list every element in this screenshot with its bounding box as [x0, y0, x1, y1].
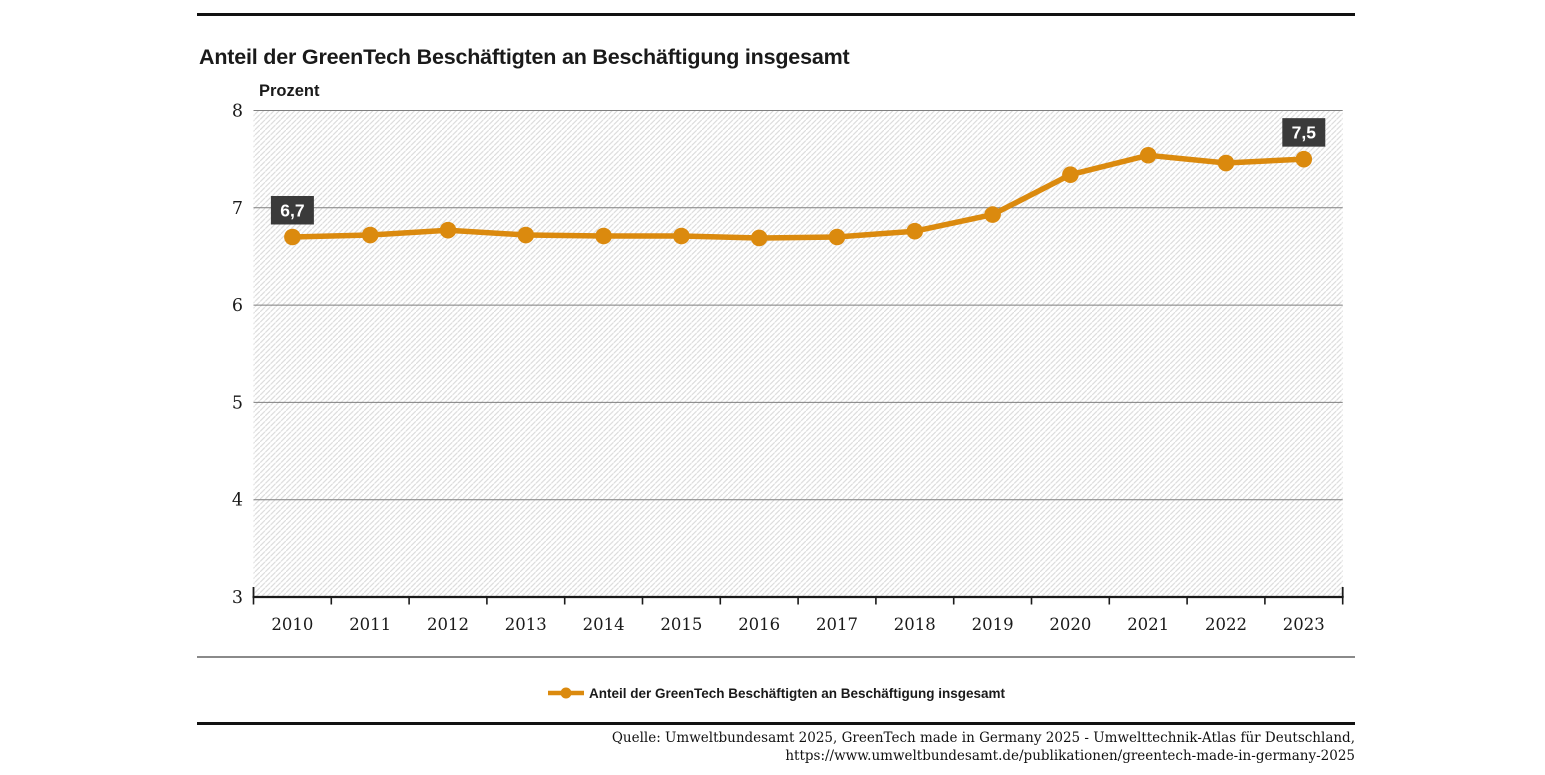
data-point-2014: [595, 227, 612, 245]
data-point-2020: [1062, 166, 1079, 184]
legend-label: Anteil der GreenTech Beschäftigten an Be…: [588, 685, 1006, 701]
data-point-2013: [517, 226, 535, 244]
value-label-2010: 6,7: [280, 200, 304, 220]
x-tick-label: 2017: [816, 615, 858, 634]
data-point-2010: [284, 228, 301, 246]
top-rule: [197, 13, 1355, 16]
data-point-2021: [1139, 146, 1157, 164]
data-point-2015: [673, 227, 690, 245]
x-tick-label: 2016: [738, 615, 780, 634]
y-tick-label: 6: [232, 296, 243, 316]
y-tick-label: 5: [232, 393, 243, 413]
x-tick-label: 2020: [1049, 615, 1091, 634]
x-tick-label: 2012: [427, 615, 469, 634]
legend-line-dot-icon: [547, 687, 584, 699]
y-tick-label: 3: [232, 588, 243, 608]
data-point-2017: [828, 228, 846, 246]
data-point-2016: [750, 229, 768, 247]
data-point-2019: [984, 206, 1001, 223]
data-point-2023: [1295, 150, 1313, 168]
x-tick-label: 2013: [505, 615, 547, 634]
x-tick-label: 2023: [1283, 615, 1325, 634]
data-point-2011: [361, 226, 379, 244]
data-point-2012: [439, 221, 457, 239]
bottom-rule: [197, 722, 1355, 725]
y-axis-title: Prozent: [259, 82, 320, 100]
page-title: Anteil der GreenTech Beschäftigten an Be…: [199, 45, 850, 70]
x-tick-label: 2019: [972, 615, 1014, 634]
x-tick-label: 2018: [894, 615, 936, 634]
y-tick-label: 8: [232, 102, 243, 122]
y-tick-label: 4: [232, 491, 243, 511]
x-tick-label: 2014: [583, 615, 625, 634]
data-point-2018: [906, 222, 924, 240]
plot-background: [253, 110, 1343, 597]
legend: Anteil der GreenTech Beschäftigten an Be…: [197, 678, 1355, 708]
source-line-2: https://www.umweltbundesamt.de/publikati…: [785, 748, 1355, 764]
source-line-1: Quelle: Umweltbundesamt 2025, GreenTech …: [611, 730, 1355, 746]
x-tick-label: 2015: [660, 615, 702, 634]
x-tick-label: 2022: [1205, 615, 1247, 634]
mid-rule: [197, 656, 1355, 658]
data-point-2022: [1217, 154, 1235, 172]
value-label-box-2023: [1282, 118, 1326, 147]
value-label-box-2010: [270, 195, 314, 225]
x-tick-label: 2011: [349, 615, 391, 634]
data-line: [289, 152, 1307, 241]
x-tick-label: 2021: [1127, 615, 1169, 634]
x-tick-label: 2010: [271, 615, 313, 634]
source-note: Quelle: Umweltbundesamt 2025, GreenTech …: [197, 729, 1355, 765]
y-tick-label: 7: [232, 199, 243, 219]
value-label-2023: 7,5: [1292, 123, 1317, 143]
